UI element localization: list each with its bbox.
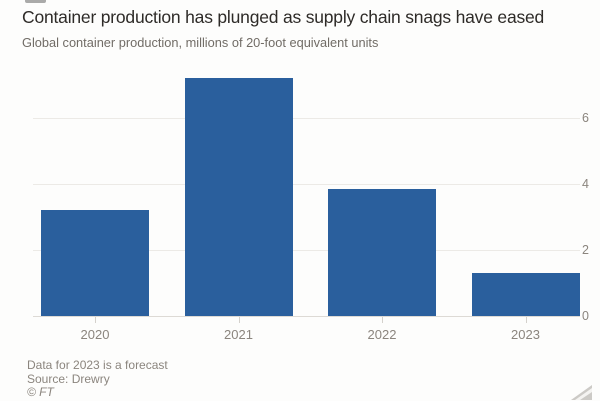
x-tick-label-2023: 2023 [511, 327, 540, 342]
resize-handle-stripe [580, 392, 592, 400]
x-tick-label-2021: 2021 [224, 327, 253, 342]
y-tick-label-0: 0 [582, 309, 589, 323]
bar-2020 [41, 210, 149, 316]
source-credit: Source: Drewry [27, 372, 110, 386]
bar-2023 [471, 273, 580, 316]
y-tick-label-4: 4 [582, 176, 589, 191]
x-tick-label-2020: 2020 [80, 327, 110, 342]
bar-2022 [328, 188, 436, 316]
chart-title: Container production has plunged as supp… [22, 7, 545, 27]
resize-handle-icon[interactable] [571, 385, 592, 400]
footnote: Data for 2023 is a forecast [27, 358, 168, 372]
gridline-6 [33, 117, 580, 119]
x-tick-label-2022: 2022 [367, 327, 397, 342]
gridline-2 [33, 249, 580, 251]
bar-2021 [184, 78, 293, 316]
y-tick-label-6: 6 [582, 110, 589, 125]
x-axis-tick-2023 [525, 317, 527, 323]
gridline-0 [33, 316, 580, 317]
gridline-4 [33, 183, 580, 185]
x-axis-tick-2020 [95, 317, 96, 323]
y-tick-label-2: 2 [582, 242, 589, 257]
chart-subtitle: Global container production, millions of… [22, 35, 379, 50]
cropped-top-artifact [25, 0, 46, 3]
ft-copyright: © FT [27, 385, 54, 399]
x-axis-tick-2022 [382, 317, 383, 323]
x-axis-tick-2021 [238, 317, 240, 323]
